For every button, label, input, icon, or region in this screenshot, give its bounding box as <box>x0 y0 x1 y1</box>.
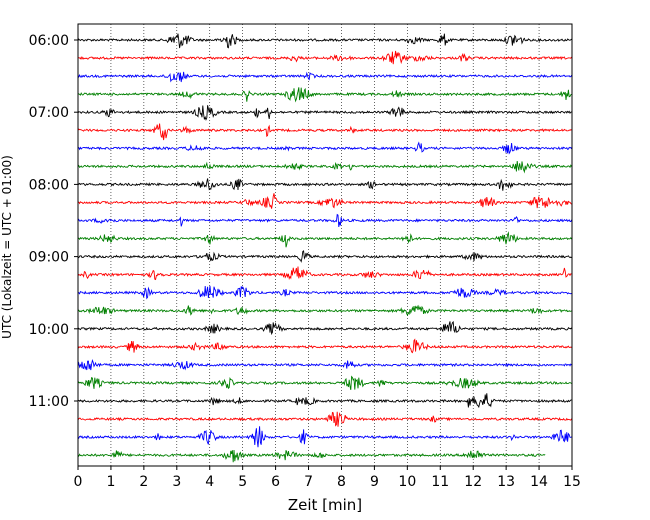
y-tick-label-08:00: 08:00 <box>29 177 69 193</box>
trace-06:00 <box>77 33 572 49</box>
trace-08:45 <box>77 231 572 248</box>
trace-10:45 <box>77 375 572 390</box>
x-tick-label-12: 12 <box>464 474 482 490</box>
y-tick-label-10:00: 10:00 <box>29 322 69 338</box>
x-tick-label-5: 5 <box>238 474 247 490</box>
x-tick-label-9: 9 <box>370 474 379 490</box>
trace-07:00 <box>77 105 572 121</box>
x-tick-label-10: 10 <box>398 474 416 490</box>
x-tick-label-1: 1 <box>106 474 115 490</box>
x-tick-label-7: 7 <box>304 474 313 490</box>
trace-09:30 <box>77 285 572 300</box>
trace-07:45 <box>77 160 572 174</box>
trace-09:15 <box>77 266 572 281</box>
x-tick-label-15: 15 <box>563 474 581 490</box>
x-axis-label: Zeit [min] <box>288 496 362 514</box>
trace-11:00 <box>77 393 572 409</box>
plot-frame <box>77 23 573 467</box>
x-tick-label-8: 8 <box>337 474 346 490</box>
trace-06:30 <box>77 71 572 83</box>
x-axis-ticks: 0 1 2 3 4 5 6 7 8 9 10 11 12 13 14 15 <box>74 466 581 490</box>
y-axis-label: UTC (Lokalzeit = UTC + 01:00) <box>0 155 14 339</box>
x-tick-label-13: 13 <box>497 474 515 490</box>
trace-06:45 <box>77 87 572 103</box>
trace-11:45 <box>77 449 546 463</box>
trace-07:30 <box>77 141 572 155</box>
x-tick-label-11: 11 <box>431 474 449 490</box>
x-tick-label-3: 3 <box>172 474 181 490</box>
x-tick-label-4: 4 <box>205 474 214 490</box>
grid-lines <box>110 24 540 466</box>
trace-09:00 <box>77 250 572 263</box>
trace-08:00 <box>77 178 572 191</box>
trace-10:15 <box>77 338 572 354</box>
x-tick-label-14: 14 <box>530 474 548 490</box>
trace-10:00 <box>77 320 572 336</box>
x-tick-label-2: 2 <box>139 474 148 490</box>
y-tick-label-07:00: 07:00 <box>29 105 69 121</box>
y-tick-label-06:00: 06:00 <box>29 33 69 49</box>
y-tick-label-11:00: 11:00 <box>29 394 69 410</box>
seismic-traces <box>77 33 573 463</box>
trace-07:15 <box>77 123 572 141</box>
trace-11:15 <box>77 411 572 427</box>
trace-08:30 <box>77 213 573 228</box>
trace-09:45 <box>77 304 572 316</box>
y-tick-label-09:00: 09:00 <box>29 250 69 266</box>
trace-10:30 <box>77 358 572 371</box>
trace-11:30 <box>77 426 572 448</box>
trace-08:15 <box>77 193 572 209</box>
x-tick-label-0: 0 <box>74 474 83 490</box>
trace-06:15 <box>77 50 572 65</box>
x-tick-label-6: 6 <box>271 474 280 490</box>
y-axis-ticks: 06:00 07:00 08:00 09:00 10:00 11:00 <box>29 33 78 410</box>
